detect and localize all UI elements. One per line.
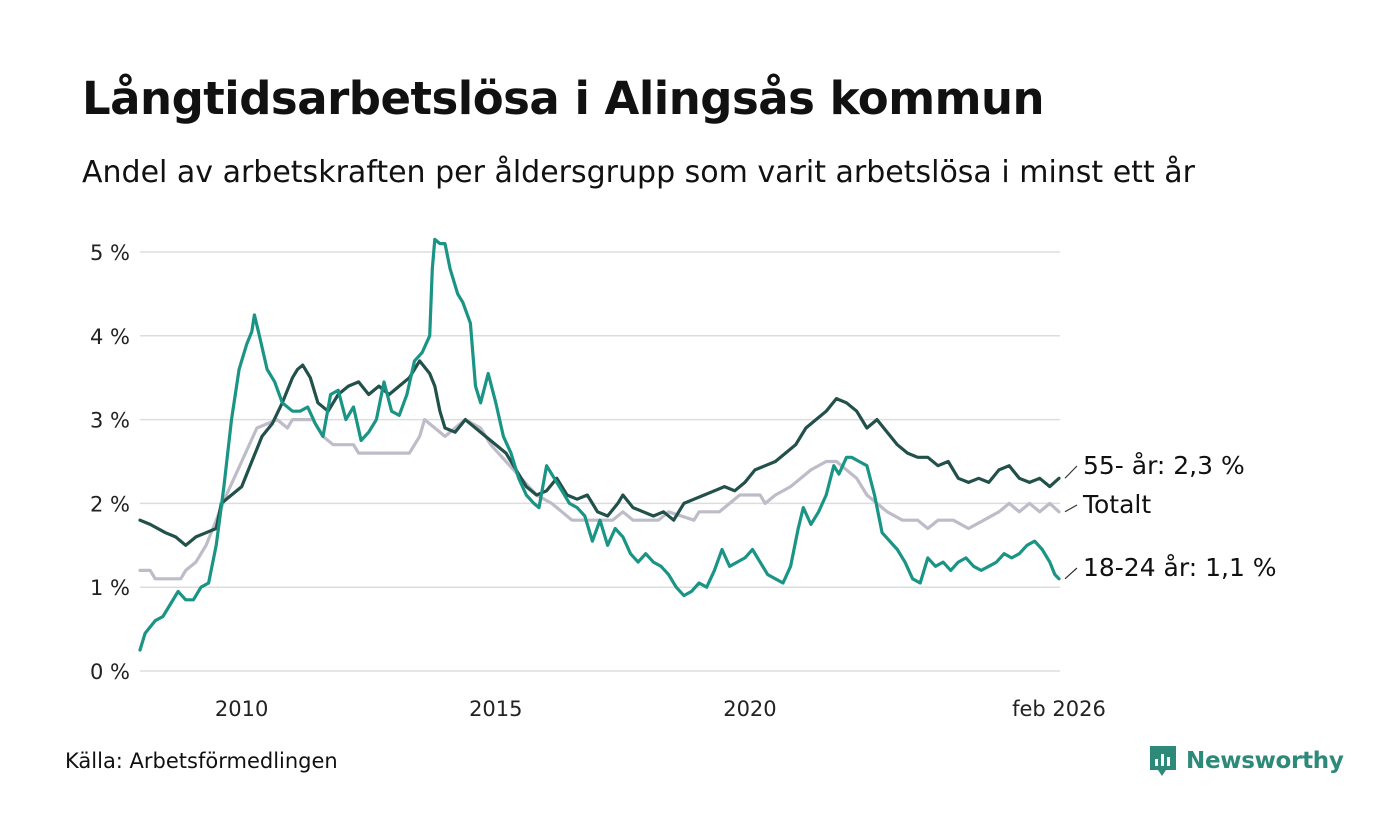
series-lines xyxy=(138,237,1061,652)
series-line-older xyxy=(138,359,1061,547)
y-tick-label: 4 % xyxy=(90,325,130,349)
chart-subtitle: Andel av arbetskraften per åldersgrupp s… xyxy=(82,155,1195,190)
y-tick-label: 5 % xyxy=(90,241,130,265)
y-axis-tick-labels: 0 % 1 % 2 % 3 % 4 % 5 % xyxy=(90,241,130,684)
y-tick-label: 3 % xyxy=(90,409,130,433)
end-label-older: 55- år: 2,3 % xyxy=(1083,451,1245,480)
brand-logo: Newsworthy xyxy=(1148,744,1344,778)
newsworthy-logo-icon xyxy=(1150,746,1176,776)
end-label-connector-young xyxy=(1064,567,1078,580)
end-label-total: Totalt xyxy=(1082,490,1151,519)
source-note: Källa: Arbetsförmedlingen xyxy=(65,749,338,773)
x-axis-tick-labels: 2010 2015 2020 feb 2026 xyxy=(215,697,1106,721)
x-tick-label: feb 2026 xyxy=(1012,697,1106,721)
end-label-connector-older xyxy=(1064,465,1078,479)
y-tick-label: 0 % xyxy=(90,660,130,684)
end-label-young: 18-24 år: 1,1 % xyxy=(1083,553,1277,582)
chart-title: Långtidsarbetslösa i Alingsås kommun xyxy=(82,72,1045,125)
series-end-labels: Totalt 55- år: 2,3 % 18-24 år: 1,1 % xyxy=(1064,451,1277,582)
y-tick-label: 2 % xyxy=(90,492,130,516)
x-tick-label: 2020 xyxy=(723,697,776,721)
end-label-connector-total xyxy=(1064,504,1078,513)
y-tick-label: 1 % xyxy=(90,576,130,600)
brand-name: Newsworthy xyxy=(1186,748,1344,774)
grid-lines xyxy=(140,251,1060,672)
x-tick-label: 2015 xyxy=(469,697,522,721)
x-tick-label: 2010 xyxy=(215,697,268,721)
series-line-young xyxy=(138,237,1061,652)
series-line-total xyxy=(138,418,1061,581)
